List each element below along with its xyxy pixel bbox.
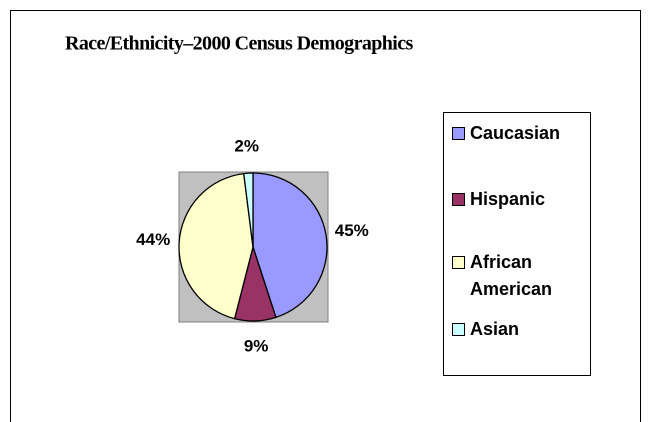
legend-swatch bbox=[452, 127, 465, 140]
legend-item: African American bbox=[452, 249, 588, 303]
legend-label: Caucasian bbox=[470, 123, 561, 143]
data-label: 2% bbox=[234, 137, 259, 156]
legend-item: Caucasian bbox=[452, 120, 588, 147]
pie-slice bbox=[178, 172, 254, 320]
chart-title: Race/Ethnicity–2000 Census Demographics bbox=[65, 33, 414, 55]
legend-swatch bbox=[452, 193, 465, 206]
pie-slice bbox=[242, 172, 254, 248]
legend: Caucasian Hispanic African American Asian bbox=[443, 112, 591, 376]
legend-item: Asian bbox=[452, 316, 588, 343]
data-label: 9% bbox=[244, 336, 269, 355]
data-label: 44% bbox=[136, 230, 170, 249]
pie-slice bbox=[252, 172, 328, 319]
data-label: 45% bbox=[335, 221, 369, 240]
legend-label: Hispanic bbox=[470, 189, 546, 209]
legend-swatch bbox=[452, 256, 465, 269]
legend-swatch bbox=[452, 323, 465, 336]
legend-item: Hispanic bbox=[452, 186, 588, 213]
legend-label: African American bbox=[470, 252, 553, 299]
legend-label: Asian bbox=[470, 319, 520, 339]
